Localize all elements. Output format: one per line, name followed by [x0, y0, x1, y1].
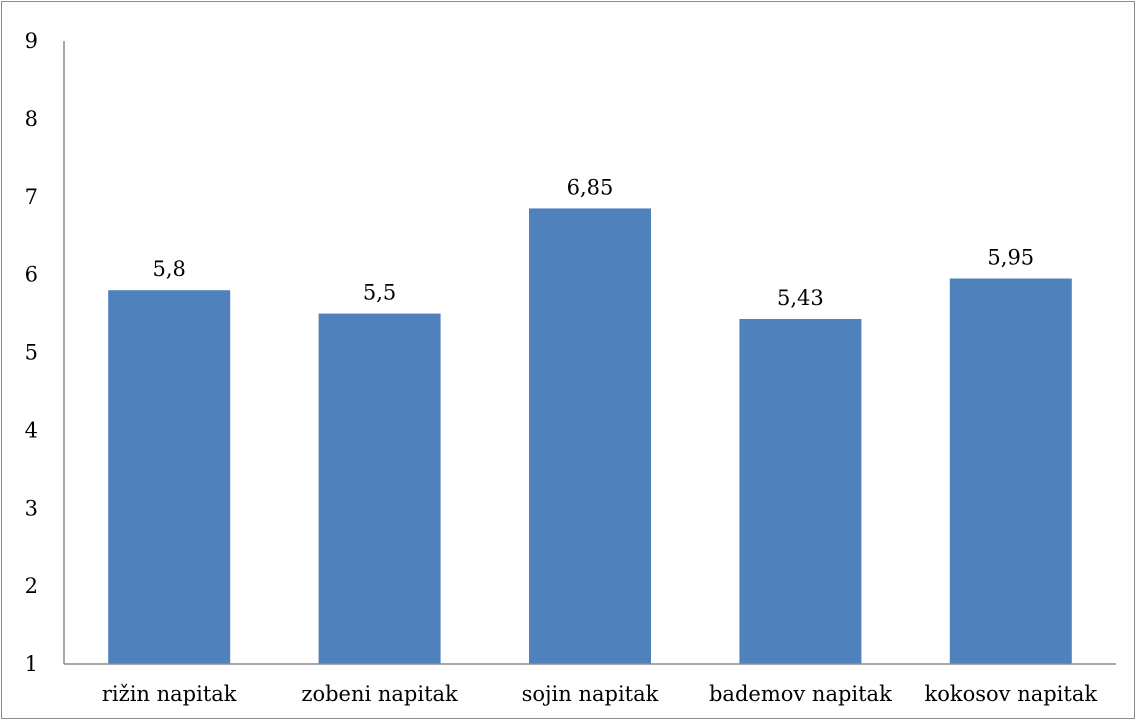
data-labels: 5,8 5,5 6,85 5,43 5,95 — [152, 175, 1034, 310]
x-axis-labels: rižin napitak zobeni napitak sojin napitak… — [102, 682, 1097, 706]
x-category-label: bademov napitak — [709, 682, 892, 706]
x-category-label: zobeni napitak — [301, 682, 458, 706]
bar — [739, 319, 862, 664]
bar — [108, 290, 231, 664]
bar — [949, 278, 1072, 664]
y-tick-label: 3 — [25, 496, 38, 520]
y-tick-label: 6 — [25, 263, 38, 287]
bar — [318, 313, 441, 664]
y-tick-label: 7 — [25, 185, 38, 209]
bar-value-label: 6,85 — [567, 175, 614, 199]
y-axis-ticks: 1 2 3 4 5 6 7 8 9 — [25, 29, 38, 676]
y-tick-label: 1 — [25, 652, 38, 676]
x-category-label: rižin napitak — [102, 682, 237, 706]
y-tick-label: 5 — [25, 341, 38, 365]
y-tick-label: 2 — [25, 574, 38, 598]
y-tick-label: 8 — [25, 107, 38, 131]
bars — [108, 208, 1072, 664]
x-category-label: sojin napitak — [522, 682, 659, 706]
bar-value-label: 5,43 — [777, 286, 824, 310]
bar — [529, 208, 651, 664]
bar-value-label: 5,5 — [363, 281, 396, 305]
bar-value-label: 5,8 — [152, 257, 185, 281]
y-tick-label: 4 — [25, 418, 38, 442]
x-category-label: kokosov napitak — [925, 682, 1098, 706]
bar-value-label: 5,95 — [987, 246, 1034, 270]
y-tick-label: 9 — [25, 29, 38, 53]
